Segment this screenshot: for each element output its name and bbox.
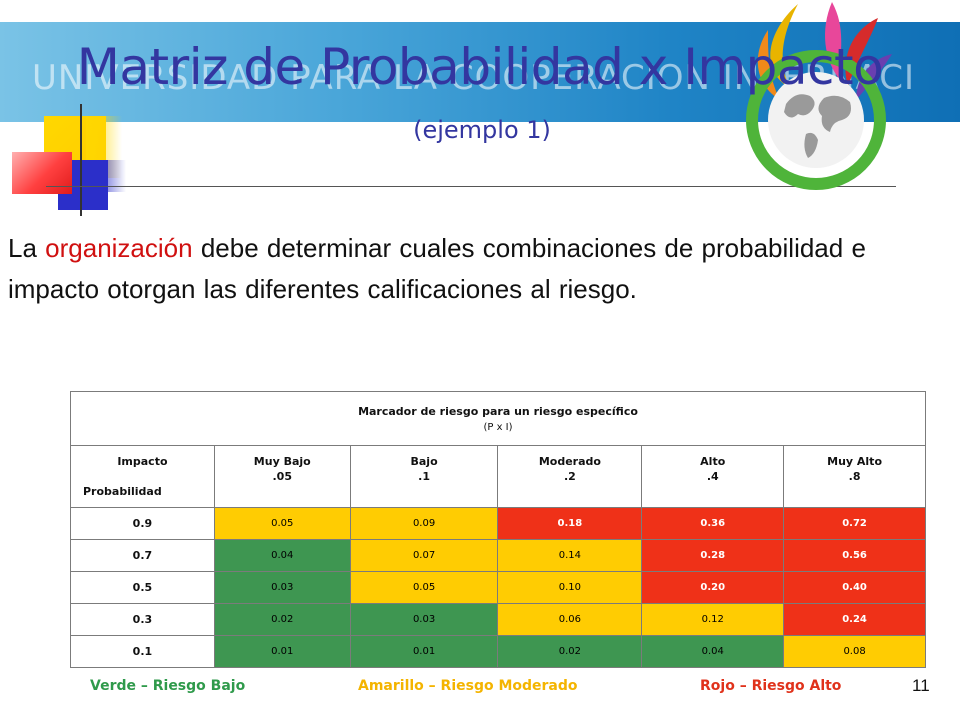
matrix-cell: 0.08: [783, 635, 926, 668]
row-label: 0.7: [70, 539, 215, 572]
column-value: .05: [272, 470, 293, 483]
row-label: 0.1: [70, 635, 215, 668]
decorative-red-square: [12, 152, 72, 194]
matrix-cell: 0.10: [497, 571, 643, 604]
matrix-cell: 0.03: [349, 603, 499, 636]
table-header: Marcador de riesgo para un riesgo especí…: [70, 391, 926, 446]
column-header-row: Impacto Probabilidad Muy Bajo .05 Bajo .1 …: [70, 445, 926, 508]
matrix-cell: 0.04: [641, 635, 785, 668]
column-name: Muy Alto: [827, 455, 883, 468]
matrix-cell: 0.01: [349, 635, 499, 668]
table-row: 0.3 0.02 0.03 0.06 0.12 0.24: [70, 603, 926, 636]
column-header: Alto .4: [641, 445, 785, 508]
matrix-cell: 0.01: [213, 635, 351, 668]
university-logo-icon: [746, 2, 892, 190]
column-name: Moderado: [538, 455, 601, 468]
decorative-vertical-line: [80, 104, 82, 216]
matrix-cell: 0.20: [641, 571, 785, 604]
column-header: Muy Alto .8: [783, 445, 926, 508]
matrix-cell: 0.07: [349, 539, 499, 572]
column-value: .8: [848, 470, 861, 483]
paragraph-end: debe determinar cuales combinaciones de …: [8, 233, 866, 304]
matrix-cell: 0.56: [783, 539, 926, 572]
matrix-cell: 0.02: [497, 635, 643, 668]
matrix-cell: 0.05: [349, 571, 499, 604]
probabilidad-label: Probabilidad: [83, 485, 162, 498]
title-divider-line: [46, 186, 896, 187]
row-label: 0.5: [70, 571, 215, 604]
matrix-cell: 0.72: [783, 507, 926, 540]
matrix-cell: 0.28: [641, 539, 785, 572]
column-value: .2: [563, 470, 576, 483]
table-row: 0.1 0.01 0.01 0.02 0.04 0.08: [70, 635, 926, 668]
intro-paragraph: La organización debe determinar cuales c…: [8, 228, 908, 310]
page-title: Matriz de Probabilidad x Impacto: [76, 38, 884, 96]
column-name: Muy Bajo: [253, 455, 311, 468]
table-row: 0.9 0.05 0.09 0.18 0.36 0.72: [70, 507, 926, 540]
legend-yellow: Amarillo – Riesgo Moderado: [358, 678, 578, 694]
matrix-cell: 0.24: [783, 603, 926, 636]
matrix-cell: 0.09: [349, 507, 499, 540]
row-label: 0.9: [70, 507, 215, 540]
column-name: Alto: [700, 455, 726, 468]
matrix-cell: 0.04: [213, 539, 351, 572]
column-value: .1: [418, 470, 430, 483]
table-row: 0.7 0.04 0.07 0.14 0.28 0.56: [70, 539, 926, 572]
impacto-label: Impacto: [117, 455, 168, 468]
column-header: Muy Bajo .05: [213, 445, 351, 508]
matrix-cell: 0.06: [497, 603, 643, 636]
matrix-cell: 0.05: [213, 507, 351, 540]
legend-green: Verde – Riesgo Bajo: [90, 678, 246, 694]
matrix-cell: 0.02: [213, 603, 351, 636]
column-value: .4: [706, 470, 719, 483]
corner-header: Impacto Probabilidad: [70, 445, 215, 508]
paragraph-start: La: [8, 233, 46, 263]
paragraph-highlight: organización: [45, 233, 193, 263]
page-subtitle: (ejemplo 1): [0, 116, 960, 144]
row-label: 0.3: [70, 603, 215, 636]
matrix-cell: 0.40: [783, 571, 926, 604]
column-header: Moderado .2: [497, 445, 643, 508]
matrix-cell: 0.18: [497, 507, 643, 540]
table-row: 0.5 0.03 0.05 0.10 0.20 0.40: [70, 571, 926, 604]
column-name: Bajo: [410, 455, 438, 468]
matrix-cell: 0.14: [497, 539, 643, 572]
matrix-cell: 0.36: [641, 507, 785, 540]
table-subtitle: (P x I): [483, 421, 513, 433]
page-number: 11: [912, 676, 930, 695]
table-title: Marcador de riesgo para un riesgo especí…: [358, 404, 638, 418]
column-header: Bajo .1: [349, 445, 499, 508]
subtitle-text: (ejemplo 1): [413, 116, 551, 144]
decorative-blue-fade: [96, 160, 126, 192]
matrix-cell: 0.03: [213, 571, 351, 604]
risk-matrix-table: Marcador de riesgo para un riesgo especí…: [70, 391, 926, 668]
legend-red: Rojo – Riesgo Alto: [700, 678, 842, 694]
matrix-cell: 0.12: [641, 603, 785, 636]
